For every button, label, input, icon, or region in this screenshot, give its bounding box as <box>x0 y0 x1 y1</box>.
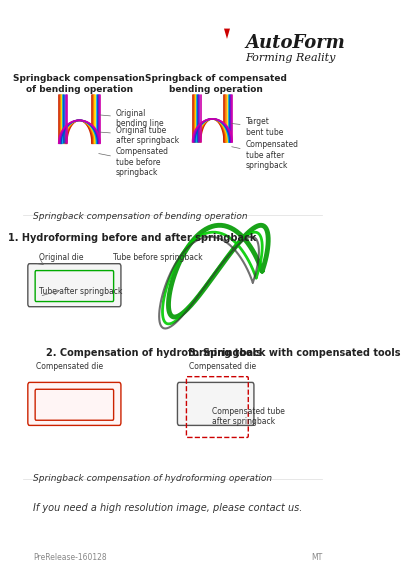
Text: Target
bent tube: Target bent tube <box>231 118 282 137</box>
Text: Original
bending line: Original bending line <box>99 109 163 129</box>
Polygon shape <box>223 28 229 39</box>
Text: Springback of compensated
bending operation: Springback of compensated bending operat… <box>144 75 286 94</box>
Text: Compensated die: Compensated die <box>36 362 103 371</box>
Text: 1. Hydroforming before and after springback: 1. Hydroforming before and after springb… <box>8 233 256 243</box>
Text: MT: MT <box>310 553 321 562</box>
Text: Springback compensation
of bending operation: Springback compensation of bending opera… <box>13 75 145 94</box>
Text: 2. Compensation of hydroforming tools: 2. Compensation of hydroforming tools <box>46 348 261 358</box>
FancyBboxPatch shape <box>28 382 121 426</box>
FancyBboxPatch shape <box>177 382 253 426</box>
Text: Compensated
tube after
springback: Compensated tube after springback <box>231 140 298 170</box>
Text: Compensated
tube before
springback: Compensated tube before springback <box>99 147 169 177</box>
Text: Springback compensation of hydroforming operation: Springback compensation of hydroforming … <box>33 474 271 483</box>
Text: If you need a high resolution image, please contact us.: If you need a high resolution image, ple… <box>33 503 301 513</box>
Text: Compensated tube
after springback: Compensated tube after springback <box>212 407 285 427</box>
Text: Forming Reality: Forming Reality <box>245 53 335 63</box>
Text: Original tube
after springback: Original tube after springback <box>99 126 179 145</box>
Text: Springback compensation of bending operation: Springback compensation of bending opera… <box>33 212 247 221</box>
Text: Compensated die: Compensated die <box>189 362 256 371</box>
Text: Original die: Original die <box>39 253 84 262</box>
Text: Tube before springback: Tube before springback <box>112 253 202 262</box>
Text: AutoForm: AutoForm <box>245 34 344 52</box>
Text: 3. Springback with compensated tools: 3. Springback with compensated tools <box>189 348 400 358</box>
Text: PreRelease-160128: PreRelease-160128 <box>33 553 106 562</box>
Text: Tube after springback: Tube after springback <box>39 287 123 296</box>
FancyBboxPatch shape <box>28 263 121 307</box>
